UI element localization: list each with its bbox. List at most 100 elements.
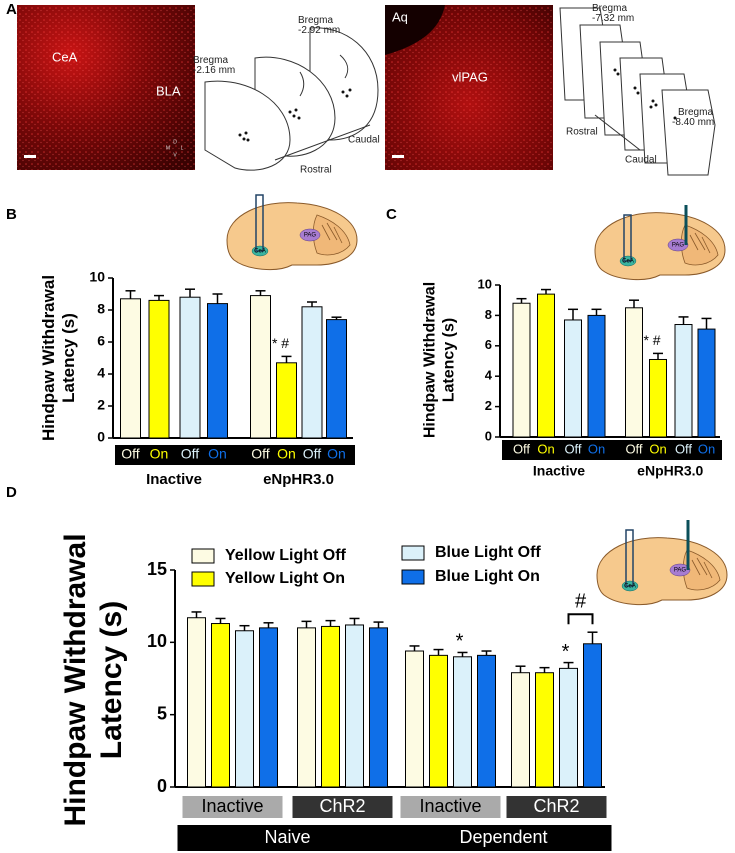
- inset-label: PAG: [304, 233, 317, 239]
- group-label: eNpHR3.0: [637, 463, 703, 479]
- significance-bracket: [567, 613, 594, 625]
- bar: [345, 624, 364, 788]
- direction-label: Caudal: [348, 135, 380, 146]
- micrograph-texture: [17, 5, 195, 170]
- brain-inset: CeA PAG: [226, 194, 358, 271]
- annotation: *: [562, 641, 570, 663]
- bar: [697, 328, 716, 438]
- scale-bar: [24, 155, 36, 158]
- bregma-line: -2.92 mm: [298, 25, 340, 36]
- bar: [559, 667, 578, 788]
- bregma-line: Bregma: [678, 107, 713, 118]
- inset-label: CeA: [624, 584, 636, 590]
- subgroup-label: Inactive: [201, 796, 263, 816]
- bar-label: Off: [303, 446, 322, 462]
- y-axis-label-line: Hindpaw Withdrawal: [39, 275, 58, 441]
- y-tick-label: 5: [157, 703, 167, 723]
- bar-label: Off: [675, 441, 692, 456]
- y-axis-label-line: Latency (s): [441, 318, 458, 402]
- y-tick-label: 4: [485, 368, 493, 383]
- legend-swatch: [191, 571, 215, 587]
- inset-label: PAG: [674, 568, 687, 574]
- legend-swatch: [401, 569, 425, 585]
- group-label: Inactive: [146, 471, 202, 488]
- y-tick-label: 0: [485, 428, 492, 443]
- bar: [297, 627, 316, 788]
- inset-label: CeA: [254, 249, 266, 255]
- y-tick-label: 10: [478, 276, 492, 291]
- bar: [321, 625, 340, 788]
- panel-label: D: [6, 484, 17, 501]
- bar: [583, 643, 602, 788]
- y-axis-label-line: Latency (s): [60, 313, 79, 403]
- bar-label: On: [588, 441, 605, 456]
- panel-label: C: [386, 206, 397, 223]
- bar: [453, 656, 472, 788]
- direction-label: Rostral: [566, 127, 598, 138]
- annotation: *: [456, 631, 464, 653]
- bar: [477, 654, 496, 788]
- bar: [587, 314, 606, 438]
- bregma-label: Bregma -2.92 mm: [298, 15, 340, 36]
- y-tick-label: 2: [97, 397, 105, 413]
- compass: D M L V: [166, 139, 184, 158]
- bar-label: On: [649, 441, 666, 456]
- bar: [625, 307, 643, 438]
- bar-label: Off: [251, 446, 270, 462]
- bar-label: Off: [564, 441, 581, 456]
- panel-label: A: [6, 1, 17, 18]
- legend-swatch: [401, 545, 425, 561]
- bracket-label: #: [575, 590, 587, 612]
- y-tick-label: 10: [89, 269, 105, 285]
- bar: [511, 672, 530, 788]
- bar: [259, 627, 278, 788]
- subgroup-box: [292, 796, 393, 818]
- legend-label: Yellow Light Off: [225, 547, 347, 564]
- bar: [564, 319, 582, 438]
- bar: [429, 654, 448, 788]
- subgroup-label: ChR2: [533, 796, 579, 816]
- bar: [535, 672, 554, 788]
- bregma-line: Bregma: [193, 55, 228, 66]
- brain-inset: CeA PAG: [596, 520, 728, 606]
- bar-label: Off: [181, 446, 200, 462]
- bar-label: On: [277, 446, 296, 462]
- bregma-label: Bregma -8.40 mm: [672, 107, 714, 128]
- bar-label: Off: [121, 446, 140, 462]
- y-tick-label: 10: [147, 631, 167, 651]
- bar: [235, 630, 254, 788]
- legend-label: Blue Light Off: [435, 544, 541, 561]
- subgroup-label: Inactive: [419, 796, 481, 816]
- bar: [674, 324, 693, 438]
- bar: [187, 617, 206, 788]
- bar: [120, 298, 141, 439]
- section-schematic: [559, 7, 716, 176]
- bar: [207, 303, 228, 439]
- bar: [250, 295, 271, 439]
- bar-label: On: [537, 441, 554, 456]
- compass-label: M: [166, 145, 170, 151]
- bregma-line: -7.32 mm: [592, 13, 634, 24]
- group-box: [177, 825, 398, 851]
- group-label: Inactive: [533, 463, 585, 479]
- brain-inset: CeA PAG: [594, 205, 726, 281]
- bar-label: On: [698, 441, 715, 456]
- y-tick-label: 6: [97, 333, 105, 349]
- y-tick-label: 0: [97, 429, 105, 445]
- compass-label: D: [173, 139, 177, 145]
- subgroup-box: [400, 796, 501, 818]
- placement-dots: [613, 68, 677, 120]
- bregma-label: Bregma -7.32 mm: [592, 3, 634, 24]
- legend-label: Yellow Light On: [225, 570, 345, 587]
- bar-label: On: [327, 446, 346, 462]
- bregma-line: Bregma: [592, 3, 627, 14]
- y-axis-label-line: Latency (s): [95, 601, 128, 759]
- region-label: vlPAG: [452, 69, 488, 84]
- bar: [369, 627, 388, 788]
- legend-swatch: [191, 548, 215, 564]
- label-strip: [502, 440, 722, 460]
- placement-dots: [238, 88, 352, 142]
